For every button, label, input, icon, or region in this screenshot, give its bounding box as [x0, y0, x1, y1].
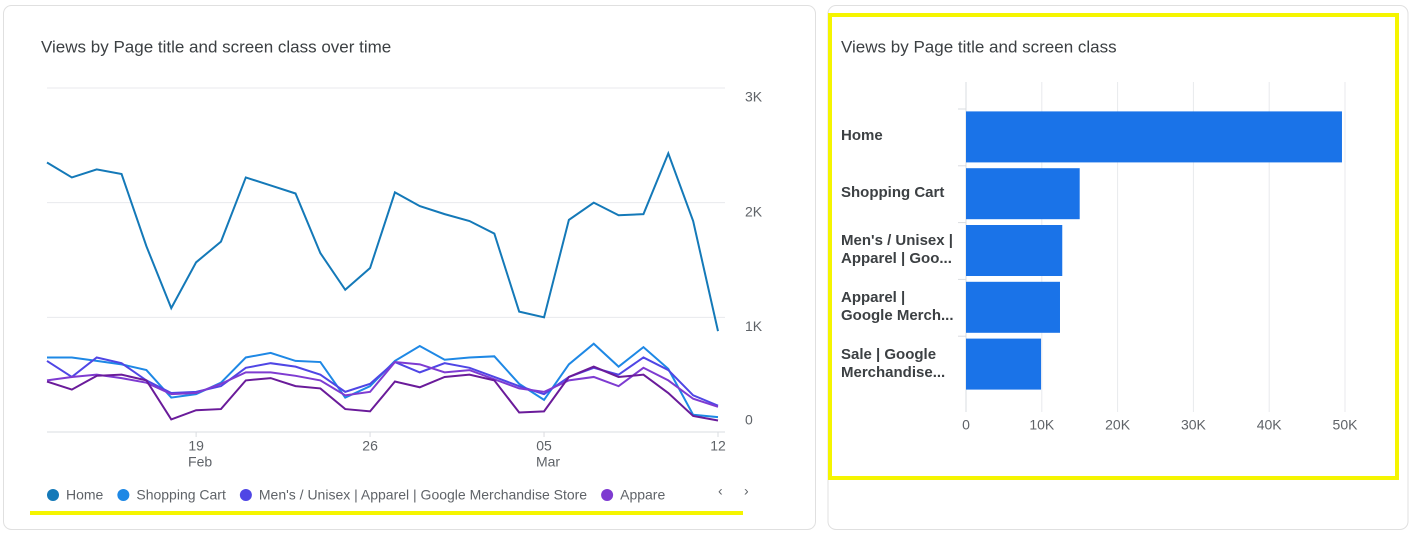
x-tick-label: 40K	[1257, 417, 1283, 433]
card	[3, 5, 816, 530]
y-tick-label: 3K	[745, 89, 763, 105]
y-tick-label: Sale | Google Merchandise...	[841, 345, 946, 381]
legend-swatch	[601, 489, 614, 501]
series-line	[46, 150, 719, 332]
x-tick-label: 10K	[1029, 417, 1055, 433]
x-tick-label: 20K	[1105, 417, 1131, 433]
y-tick-label: Shopping Cart	[841, 184, 945, 202]
y-tick-label: Apparel | Google Merch...	[841, 288, 954, 324]
series-line	[46, 365, 719, 422]
y-tick-label: Men's / Unisex | Apparel | Goo...	[841, 232, 953, 267]
legend-label: Appare	[620, 487, 665, 503]
y-tick-label: Home	[841, 127, 883, 145]
highlight-box	[828, 13, 1399, 480]
x-month-label: Mar	[536, 454, 560, 470]
bar	[966, 338, 1042, 390]
legend-prev[interactable]: ‹	[718, 483, 723, 499]
x-tick-label: 05	[536, 438, 552, 454]
bar	[966, 281, 1060, 333]
legend-label: Men's / Unisex | Apparel | Google Mercha…	[259, 487, 587, 503]
legend-label: Shopping Cart	[136, 487, 226, 503]
chart-title: Views by Page title and screen class ove…	[41, 37, 391, 56]
legend-swatch	[47, 489, 59, 501]
legend-swatch	[117, 489, 130, 501]
x-tick-label: 19	[188, 438, 204, 454]
legend: Home Shopping Cart Men's / Unisex | Appare…	[47, 487, 665, 503]
series-line	[46, 361, 719, 408]
x-tick-label: 12	[710, 438, 726, 454]
x-tick-label: 0	[962, 417, 970, 433]
legend-label: Home	[66, 487, 104, 503]
bar	[966, 225, 1063, 276]
chart-title: Views by Page title and screen class	[841, 37, 1117, 56]
bar	[966, 111, 1342, 163]
x-tick-label: 30K	[1181, 417, 1207, 433]
y-tick-label: 1K	[745, 318, 763, 334]
x-tick-label: 26	[362, 438, 378, 454]
x-month-label: Feb	[188, 454, 212, 470]
y-tick-label: 2K	[745, 203, 763, 219]
y-tick-label: 0	[745, 412, 753, 428]
bar	[966, 168, 1080, 220]
legend-swatch	[239, 489, 252, 501]
legend-next[interactable]: ›	[744, 483, 749, 499]
x-tick-label: 50K	[1333, 417, 1359, 433]
